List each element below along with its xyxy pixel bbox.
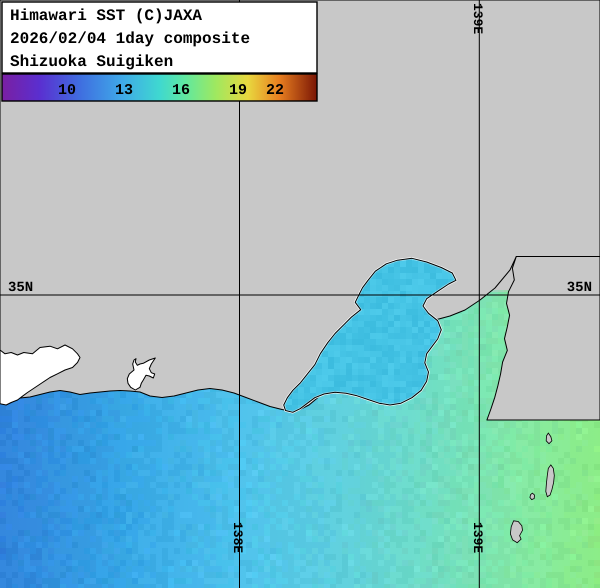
svg-text:2026/02/04 1day composite: 2026/02/04 1day composite: [10, 30, 250, 48]
svg-text:13: 13: [115, 82, 133, 99]
svg-text:Shizuoka Suigiken: Shizuoka Suigiken: [10, 53, 173, 71]
svg-text:16: 16: [172, 82, 190, 99]
svg-text:22: 22: [266, 82, 284, 99]
svg-text:138E: 138E: [230, 522, 245, 553]
svg-text:139E: 139E: [470, 522, 485, 553]
svg-text:19: 19: [229, 82, 247, 99]
svg-text:35N: 35N: [8, 280, 33, 296]
svg-text:10: 10: [58, 82, 76, 99]
svg-text:35N: 35N: [567, 280, 592, 296]
svg-text:139E: 139E: [470, 3, 485, 34]
svg-text:Himawari SST (C)JAXA: Himawari SST (C)JAXA: [10, 7, 202, 25]
